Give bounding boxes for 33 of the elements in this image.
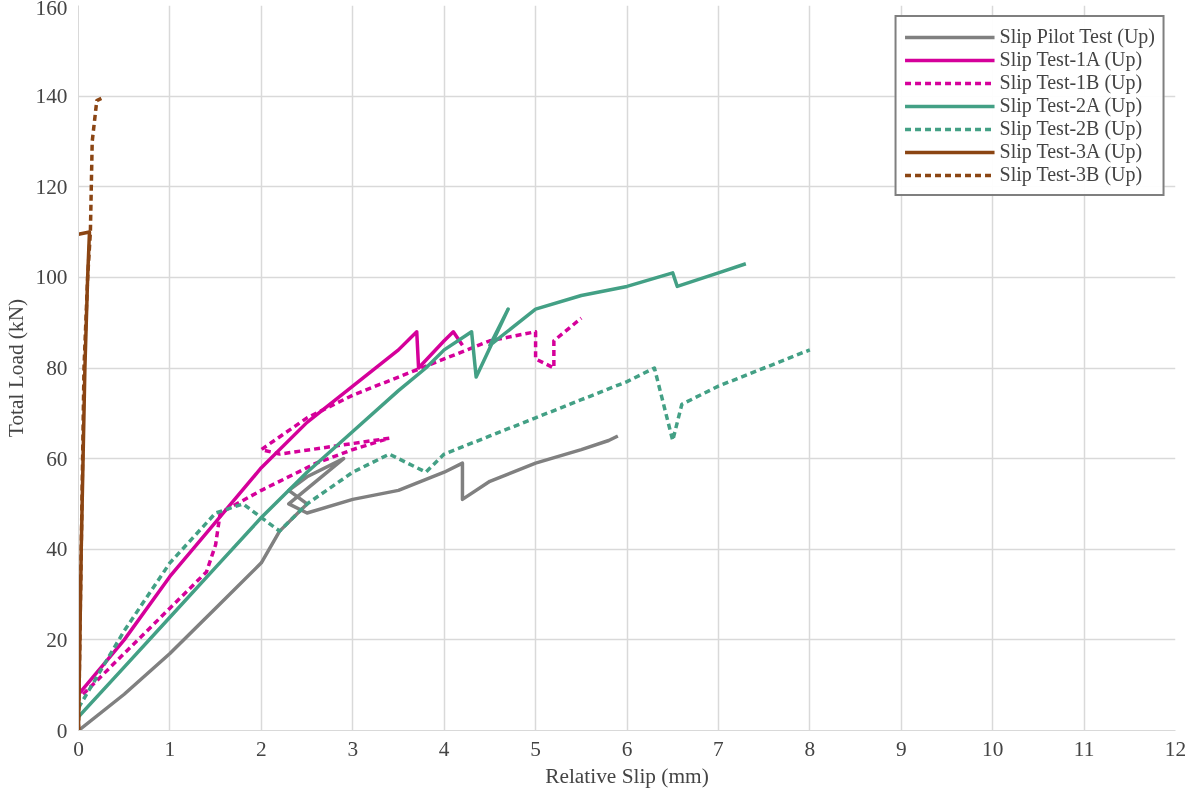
y-tick-label: 40 — [46, 537, 68, 562]
line-series — [81, 316, 584, 696]
y-tick-label: 80 — [46, 356, 68, 380]
y-tick-label: 100 — [35, 265, 68, 290]
y-tick-label: 20 — [46, 627, 68, 652]
y-tick-label: 140 — [35, 84, 68, 109]
x-tick-label: 5 — [530, 736, 541, 761]
line-series — [78, 434, 620, 731]
y-tick-label: 160 — [35, 0, 68, 20]
x-tick-label: 11 — [1073, 736, 1095, 761]
x-tick-label: 2 — [256, 736, 267, 761]
y-tick-label: 120 — [35, 174, 68, 199]
legend-label: Slip Pilot Test (Up) — [999, 25, 1155, 48]
y-axis-title: Total Load (kN) — [3, 298, 28, 438]
x-tick-label: 7 — [713, 736, 725, 761]
legend-label: Slip Test-3B (Up) — [999, 163, 1143, 186]
legend-label: Slip Test-1A (Up) — [999, 48, 1143, 71]
x-tick-label: 4 — [438, 736, 450, 761]
y-tick-label: 0 — [56, 718, 68, 743]
x-tick-label: 0 — [73, 736, 84, 761]
x-tick-label: 10 — [982, 736, 1004, 761]
x-tick-label: 12 — [1164, 736, 1187, 761]
legend-label: Slip Test-2B (Up) — [999, 117, 1143, 140]
y-tick-label: 60 — [46, 446, 68, 471]
legend-label: Slip Test-2A (Up) — [999, 94, 1143, 117]
x-axis-title: Relative Slip (mm) — [545, 763, 709, 788]
x-tick-label: 6 — [621, 736, 633, 761]
legend-label: Slip Test-1B (Up) — [999, 71, 1143, 94]
legend-label: Slip Test-3A (Up) — [999, 140, 1143, 163]
x-tick-label: 8 — [804, 736, 816, 761]
x-tick-label: 3 — [347, 736, 359, 761]
x-tick-label: 1 — [164, 736, 176, 761]
x-tick-label: 9 — [895, 736, 907, 761]
